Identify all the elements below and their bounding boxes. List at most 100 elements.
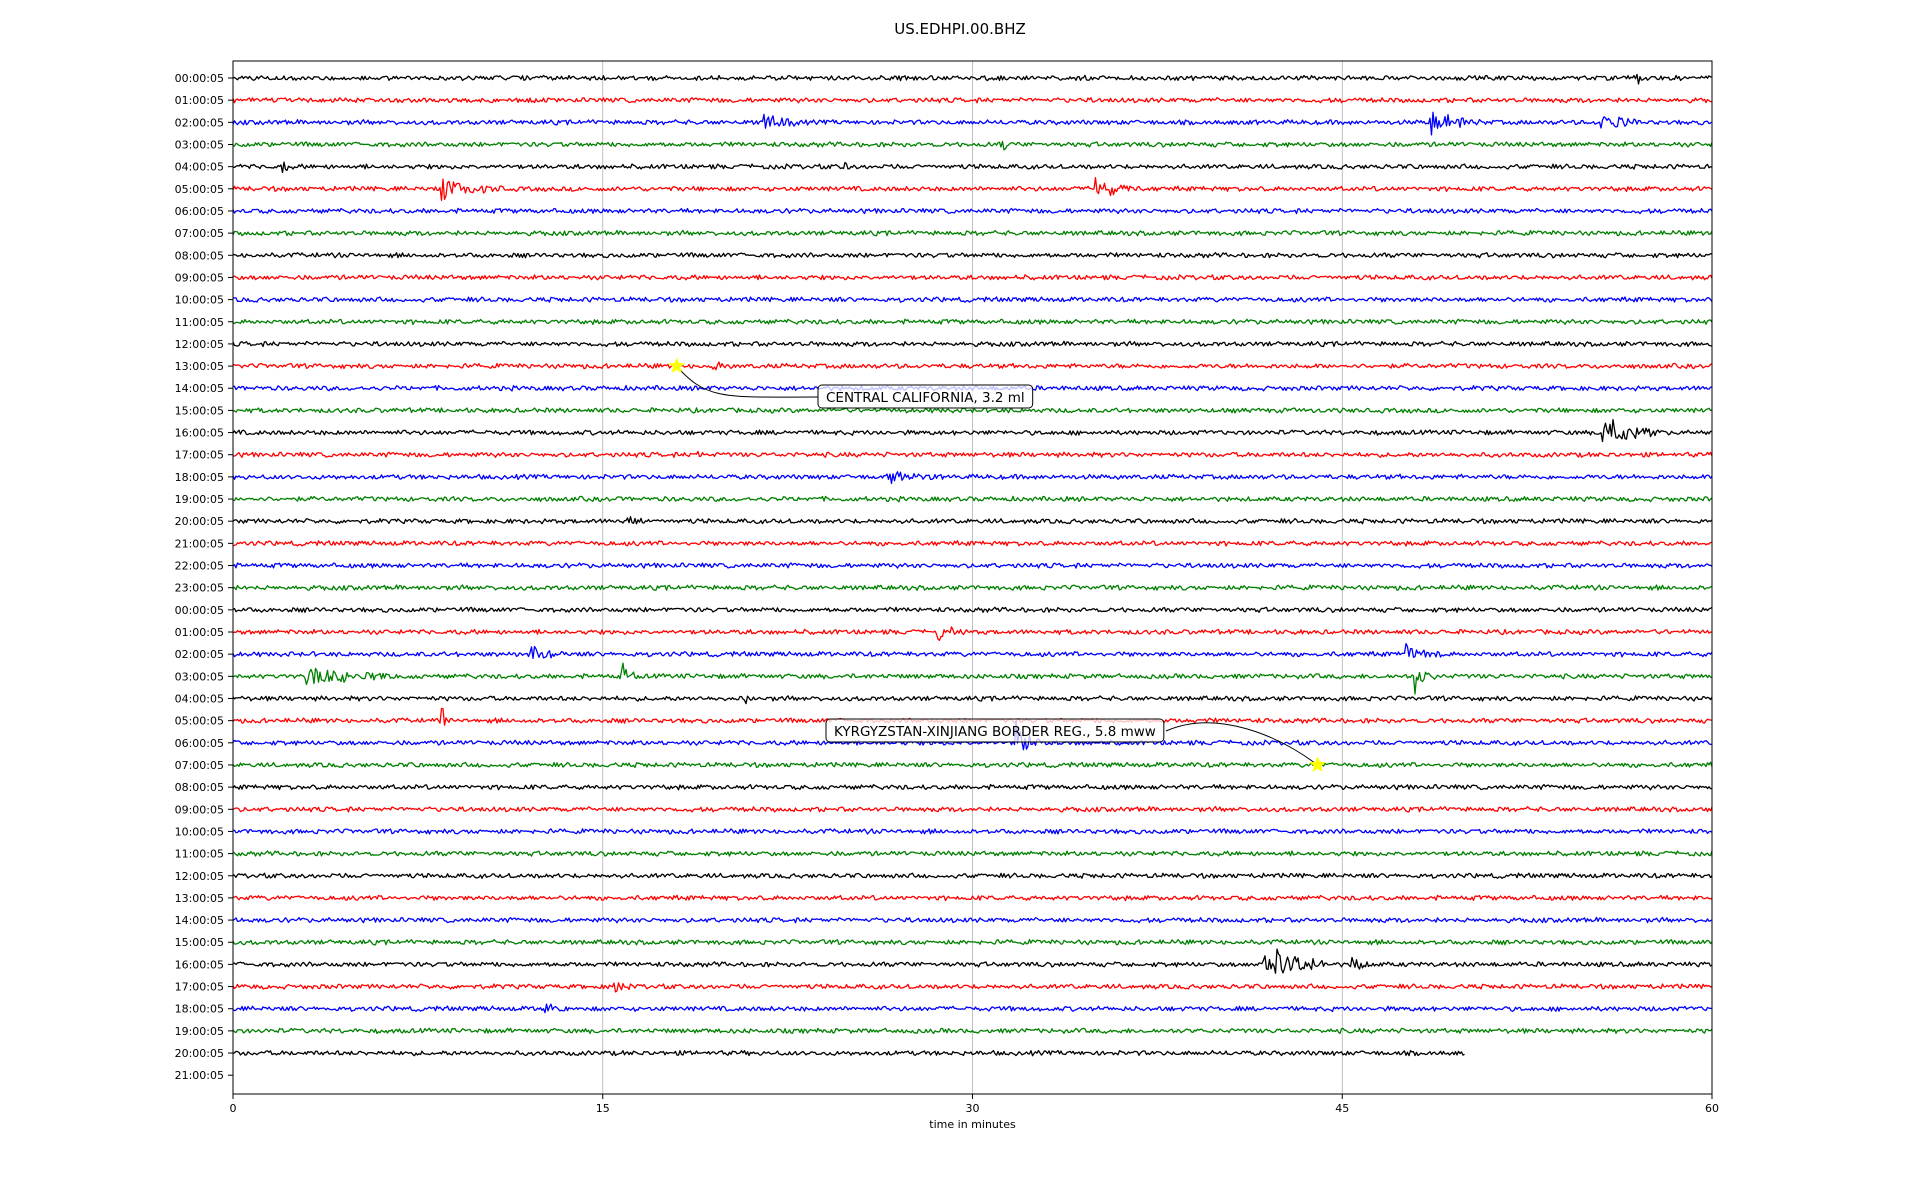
row-time-label: 16:00:05: [175, 958, 224, 971]
row-time-label: 23:00:05: [175, 582, 224, 595]
seismic-trace: [232, 450, 1713, 458]
seismic-trace: [232, 662, 1713, 695]
event-label-box: [817, 384, 1034, 409]
seismic-trace: [232, 938, 1713, 946]
row-time-label: 09:00:05: [175, 803, 224, 816]
seismic-trace: [232, 828, 1713, 835]
event-annotation: CENTRAL CALIFORNIA, 3.2 ml: [668, 357, 1034, 409]
event-annotations: CENTRAL CALIFORNIA, 3.2 ml KYRGYZSTAN-XIN…: [668, 357, 1326, 772]
row-time-label: 21:00:05: [175, 1069, 224, 1082]
row-time-label: 04:00:05: [175, 692, 224, 705]
row-time-label: 18:00:05: [175, 471, 224, 484]
seismic-trace: [232, 894, 1713, 902]
seismic-trace: [232, 361, 1713, 371]
x-tick-label: 15: [596, 1102, 610, 1115]
seismic-trace: [232, 418, 1713, 443]
row-time-label: 15:00:05: [175, 404, 224, 417]
seismic-trace: [232, 296, 1713, 303]
x-tick-label: 45: [1335, 1102, 1349, 1115]
seismic-trace: [232, 97, 1713, 104]
seismic-trace: [232, 626, 1713, 641]
row-time-label: 00:00:05: [175, 604, 224, 617]
row-time-label: 07:00:05: [175, 227, 224, 240]
seismic-trace: [232, 111, 1713, 136]
row-time-label: 03:00:05: [175, 670, 224, 683]
row-time-label: 10:00:05: [175, 294, 224, 307]
seismic-trace: [232, 177, 1713, 202]
row-time-label: 17:00:05: [175, 449, 224, 462]
row-time-label: 08:00:05: [175, 781, 224, 794]
seismic-trace: [232, 252, 1712, 259]
row-time-label: 11:00:05: [175, 316, 224, 329]
event-star-marker: [1309, 756, 1326, 772]
row-time-label: 00:00:05: [175, 72, 224, 85]
seismic-trace: [232, 140, 1713, 151]
row-time-label: 14:00:05: [175, 382, 224, 395]
row-time-label: 07:00:05: [175, 759, 224, 772]
seismic-trace: [232, 207, 1713, 215]
seismic-trace: [232, 407, 1713, 414]
seismic-trace: [232, 584, 1712, 591]
row-time-label: 19:00:05: [175, 493, 224, 506]
seismic-trace: [232, 761, 1713, 769]
seismic-trace: [232, 229, 1713, 237]
seismic-trace: [232, 719, 1713, 751]
row-time-label: 14:00:05: [175, 914, 224, 927]
seismic-trace: [232, 495, 1713, 503]
seismic-trace: [232, 695, 1713, 705]
row-time-label: 06:00:05: [175, 205, 224, 218]
row-time-label: 01:00:05: [175, 94, 224, 107]
x-axis: 0 15 30 45 60: [230, 1094, 1719, 1115]
seismic-trace: [232, 1003, 1713, 1014]
seismic-trace: [232, 1027, 1713, 1035]
row-time-label: 22:00:05: [175, 560, 224, 573]
annotation-connector: [1165, 722, 1318, 766]
seismic-trace: [232, 783, 1712, 791]
row-time-label: 16:00:05: [175, 427, 224, 440]
seismic-trace: [232, 642, 1713, 660]
row-time-label: 03:00:05: [175, 138, 224, 151]
seismic-trace: [232, 73, 1713, 85]
x-axis-label: time in minutes: [929, 1118, 1016, 1131]
row-time-label: 11:00:05: [175, 848, 224, 861]
row-time-label: 05:00:05: [175, 183, 224, 196]
seismic-trace: [232, 562, 1713, 569]
event-label: KYRGYZSTAN-XINJIANG BORDER REG., 5.8 mww: [834, 724, 1156, 740]
seismic-trace: [232, 805, 1713, 813]
x-tick-label: 0: [230, 1102, 237, 1115]
seismic-trace: [232, 274, 1713, 281]
row-time-label: 10:00:05: [175, 825, 224, 838]
plot-frame: [232, 60, 1713, 1095]
row-time-label: 08:00:05: [175, 249, 224, 262]
row-time-label: 02:00:05: [175, 648, 224, 661]
event-star-marker: [668, 357, 685, 374]
row-time-label: 18:00:05: [175, 1003, 224, 1016]
x-tick-label: 60: [1705, 1102, 1719, 1115]
event-annotation: KYRGYZSTAN-XINJIANG BORDER REG., 5.8 mww: [825, 718, 1326, 772]
seismic-trace: [232, 872, 1713, 879]
row-time-label: 09:00:05: [175, 271, 224, 284]
row-time-label: 20:00:05: [175, 515, 224, 528]
row-time-label: 12:00:05: [175, 338, 224, 351]
seismic-trace: [232, 515, 1713, 525]
annotation-connector: [676, 365, 819, 398]
seismic-trace: [232, 340, 1713, 348]
event-label-box: [825, 718, 1165, 743]
chart-title: US.EDHPI.00.BHZ: [894, 20, 1026, 38]
row-time-label: 13:00:05: [175, 892, 224, 905]
seismic-trace: [232, 850, 1713, 857]
seismic-trace: [232, 471, 1713, 485]
seismic-trace: [232, 982, 1713, 993]
seismic-trace: [232, 948, 1713, 974]
seismic-traces: [232, 73, 1713, 1057]
row-time-label: 21:00:05: [175, 537, 224, 550]
row-time-label: 04:00:05: [175, 161, 224, 174]
row-time-label: 19:00:05: [175, 1025, 224, 1038]
seismic-trace: [232, 606, 1713, 613]
x-tick-label: 30: [966, 1102, 980, 1115]
row-time-label: 01:00:05: [175, 626, 224, 639]
seismic-trace: [233, 161, 1713, 174]
row-time-label: 05:00:05: [175, 715, 224, 728]
